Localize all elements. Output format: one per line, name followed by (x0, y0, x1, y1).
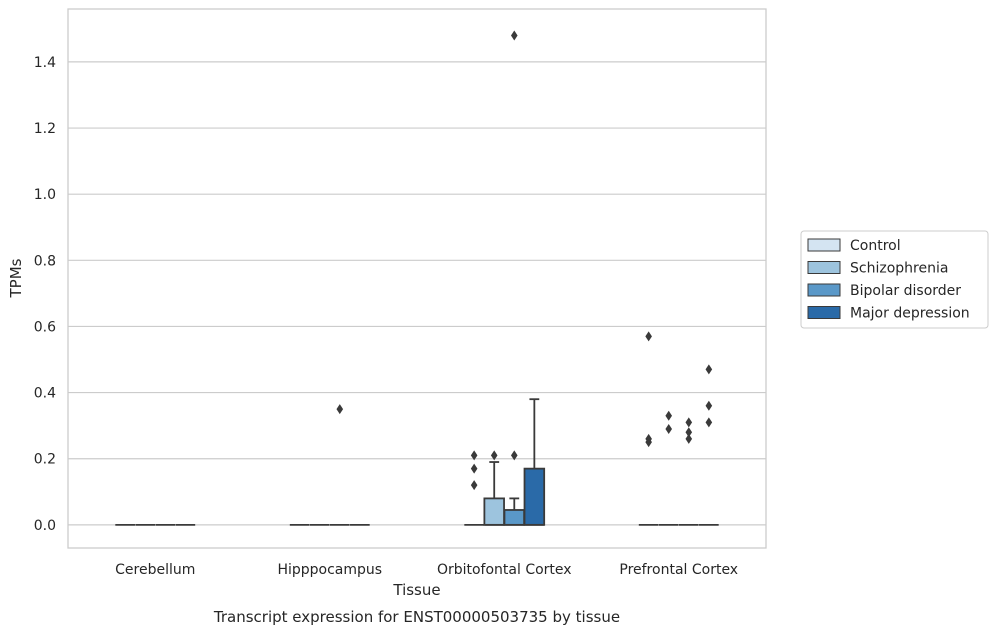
y-tick-label: 0.2 (34, 452, 56, 468)
outlier-marker (665, 423, 673, 434)
y-tick-label: 1.4 (34, 55, 56, 71)
x-axis-title: Tissue (392, 581, 440, 599)
x-tick-label: Orbitofontal Cortex (437, 562, 572, 578)
outlier-marker (705, 364, 713, 375)
x-tick-label: Cerebellum (115, 562, 195, 578)
outlier-marker (665, 410, 673, 421)
legend-swatch (807, 306, 841, 319)
outlier-marker (705, 400, 713, 411)
box-series (115, 398, 719, 526)
x-axis-ticks: Cerebellum Hipppocampus Orbitofontal Corte… (115, 562, 738, 578)
y-tick-label: 1.0 (34, 187, 56, 203)
outlier-marker (685, 427, 693, 438)
y-tick-label: 0.6 (34, 319, 56, 335)
legend: Control Schizophrenia Bipolar disorder Majo… (800, 230, 989, 329)
legend-swatch (807, 283, 841, 297)
outlier-marker (470, 480, 478, 491)
outlier-marker (645, 331, 652, 342)
legend-label: Control (850, 238, 901, 254)
outlier-marker (685, 433, 693, 444)
outlier-marker (336, 404, 344, 415)
chart-caption: Transcript expression for ENST0000050373… (213, 608, 620, 626)
outlier-points (336, 30, 713, 491)
legend-label: Bipolar disorder (850, 283, 961, 299)
outlier-marker (685, 417, 693, 428)
box (503, 509, 526, 526)
y-axis-ticks: 0.0 0.2 0.4 0.6 0.8 1.0 1.2 1.4 (34, 55, 56, 534)
y-tick-label: 1.2 (34, 121, 56, 137)
outlier-marker (510, 450, 518, 461)
legend-label: Schizophrenia (850, 261, 948, 277)
plot-area-frame (67, 8, 767, 549)
legend-frame (800, 230, 989, 329)
x-tick-label: Hipppocampus (277, 562, 382, 578)
legend-label: Major depression (850, 306, 970, 322)
y-tick-label: 0.0 (34, 518, 56, 534)
x-tick-label: Prefrontal Cortex (619, 562, 738, 578)
outlier-marker (490, 450, 498, 461)
grid-lines (68, 61, 766, 526)
outlier-marker (510, 30, 518, 41)
box (483, 497, 505, 526)
outlier-marker (470, 450, 478, 461)
y-axis-title: TPMs (7, 258, 25, 298)
y-tick-label: 0.4 (34, 386, 56, 402)
y-tick-label: 0.8 (34, 253, 56, 269)
outlier-marker (705, 417, 713, 428)
outlier-marker (645, 433, 652, 444)
legend-swatch (807, 261, 841, 274)
outlier-marker (470, 463, 478, 474)
legend-swatch (807, 238, 841, 252)
box (523, 467, 546, 526)
